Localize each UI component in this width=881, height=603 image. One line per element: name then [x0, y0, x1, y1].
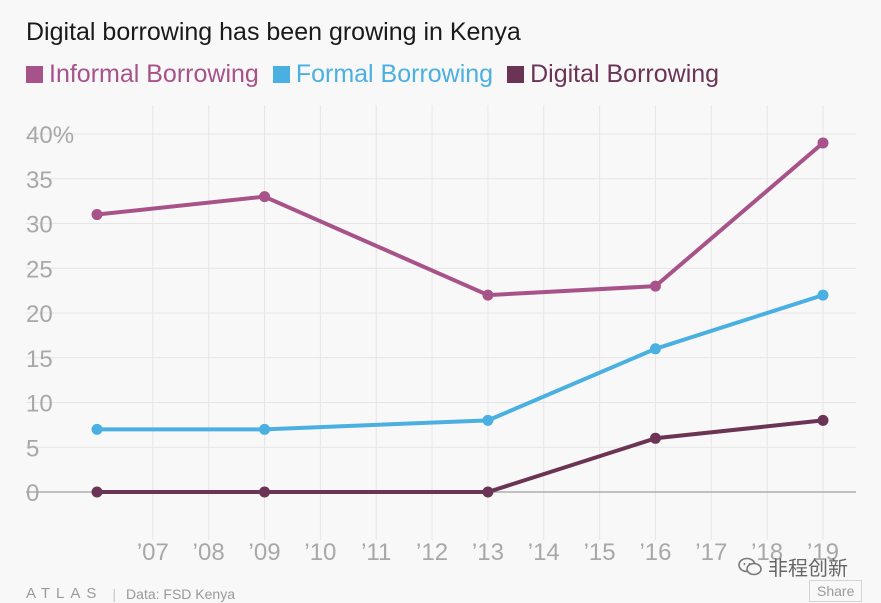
data-point: [649, 432, 661, 444]
y-tick-label: 40%: [26, 122, 74, 149]
y-tick-label: 35: [26, 167, 53, 194]
y-tick-label: 10: [26, 391, 53, 418]
data-point: [649, 280, 661, 292]
wechat-icon: [738, 557, 762, 577]
x-tick-label: ’11: [361, 539, 391, 566]
data-point: [482, 289, 494, 301]
chart-title: Digital borrowing has been growing in Ke…: [26, 18, 521, 46]
footer-separator: |: [112, 585, 117, 602]
y-tick-label: 20: [26, 301, 53, 328]
legend-swatch: [26, 66, 43, 83]
data-point: [817, 414, 829, 426]
data-point: [91, 423, 103, 435]
y-tick-label: 5: [26, 435, 39, 462]
chart-legend: Informal Borrowing Formal Borrowing Digita…: [26, 60, 733, 89]
brand-logo: ATLAS: [26, 585, 103, 602]
x-tick-label: ’14: [528, 539, 560, 566]
x-tick-label: ’19: [807, 539, 839, 566]
legend-label: Formal Borrowing: [295, 60, 494, 88]
y-tick-label: 30: [26, 212, 53, 239]
y-tick-label: 15: [26, 346, 53, 373]
data-point: [91, 209, 103, 221]
legend-item: Informal Borrowing: [26, 60, 259, 89]
x-tick-label: ’09: [249, 539, 281, 566]
x-tick-label: ’12: [416, 539, 448, 566]
y-tick-label: 0: [26, 480, 39, 507]
data-source: Data: FSD Kenya: [126, 585, 235, 602]
data-point: [259, 191, 271, 203]
legend-item: Digital Borrowing: [507, 60, 719, 89]
legend-item: Formal Borrowing: [272, 60, 494, 89]
x-tick-label: ’08: [193, 539, 225, 566]
x-tick-label: ’17: [695, 539, 727, 566]
x-tick-label: ’10: [304, 539, 336, 566]
data-point: [482, 414, 494, 426]
x-tick-label: ’07: [137, 539, 169, 566]
x-tick-label: ’13: [472, 539, 504, 566]
share-button[interactable]: Share: [809, 580, 863, 602]
data-point: [91, 486, 103, 498]
series-line: [95, 140, 825, 298]
legend-label: Digital Borrowing: [530, 60, 720, 88]
watermark: 非程创新: [738, 552, 848, 581]
footer: ATLAS | Data: FSD Kenya: [26, 585, 235, 602]
legend-label: Informal Borrowing: [49, 60, 259, 88]
data-point: [817, 289, 829, 301]
series-line: [95, 293, 825, 432]
data-point: [482, 486, 494, 498]
data-point: [259, 423, 271, 435]
y-tick-label: 25: [26, 256, 53, 283]
legend-swatch: [272, 66, 290, 83]
x-tick-label: ’16: [639, 539, 671, 566]
data-point: [259, 486, 271, 498]
x-tick-label: ’18: [751, 539, 783, 566]
watermark-text: 非程创新: [768, 558, 848, 580]
legend-swatch: [507, 66, 525, 83]
x-tick-label: ’15: [584, 539, 616, 566]
data-point: [817, 137, 829, 149]
data-point: [649, 343, 661, 355]
